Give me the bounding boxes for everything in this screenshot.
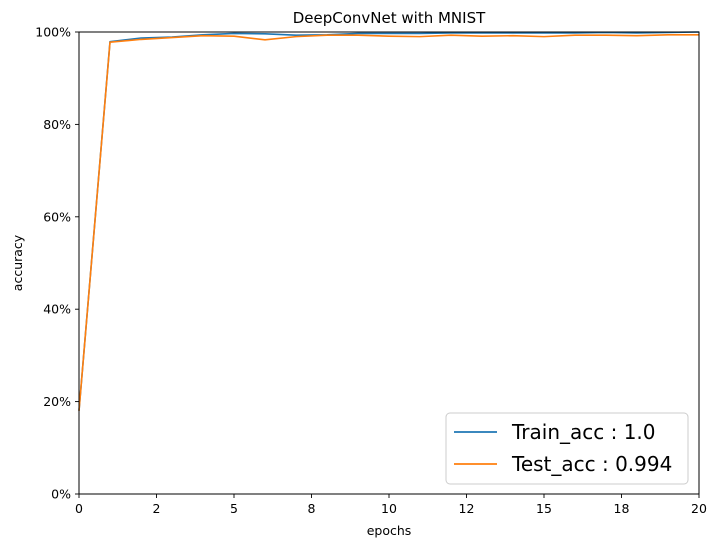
- legend-box: [445, 412, 689, 485]
- y-tick-label: 100%: [35, 25, 71, 40]
- plot-lines: [78, 31, 700, 411]
- x-tick-label: 20: [691, 501, 707, 516]
- y-tick-label: 80%: [43, 117, 71, 132]
- y-axis-title: accuracy: [10, 234, 25, 291]
- x-tick-label: 18: [614, 501, 630, 516]
- x-tick-label: 8: [308, 501, 316, 516]
- legend-label: Test_acc : 0.994: [511, 452, 672, 476]
- y-tick-label: 40%: [43, 302, 71, 317]
- chart-title: DeepConvNet with MNIST: [293, 9, 486, 27]
- y-axis: 0% 20% 40% 60% 80% 100%: [35, 25, 79, 502]
- legend-label: Train_acc : 1.0: [511, 420, 656, 444]
- y-tick-label: 60%: [43, 209, 71, 224]
- y-tick-label: 20%: [43, 394, 71, 409]
- x-tick-label: 2: [153, 501, 161, 516]
- x-axis-title: epochs: [367, 523, 412, 538]
- x-tick-label: 15: [536, 501, 552, 516]
- series-line-test-acc: [78, 33, 699, 411]
- x-tick-label: 5: [230, 501, 238, 516]
- legend: Train_acc : 1.0 Test_acc : 0.994: [445, 412, 689, 485]
- x-tick-label: 10: [381, 501, 397, 516]
- x-tick-label: 0: [75, 501, 83, 516]
- x-tick-label: 12: [459, 501, 475, 516]
- x-axis: 0 2 5 8 10 12 15 18 20: [75, 494, 707, 516]
- y-tick-label: 0%: [51, 487, 71, 502]
